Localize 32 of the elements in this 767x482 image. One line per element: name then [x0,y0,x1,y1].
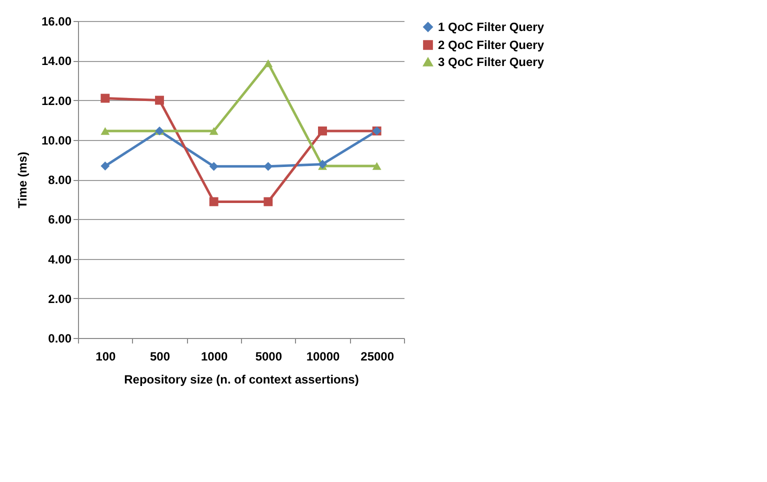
x-tick-label: 500 [150,350,170,364]
y-tick-label: 4.00 [48,252,72,266]
point [155,96,164,105]
point [100,127,110,135]
y-tick-label: 10.00 [41,133,72,148]
y-tick-label: 14.00 [41,54,72,68]
y-tick-label: 8.00 [48,173,72,187]
point [264,59,273,68]
y-tick-label: 2.00 [48,292,72,306]
x-tick-label: 5000 [255,350,282,364]
point [318,160,327,169]
y-tick-label: 16.00 [41,14,72,28]
point [100,94,110,103]
point [100,162,110,170]
point [209,127,218,135]
y-tick-label: 0.00 [48,332,72,346]
legend-label: 1 QoC Filter Query [438,20,544,34]
x-tick-label: 25000 [360,350,394,364]
point [209,162,218,171]
x-axis-title: Repository size (n. of context assertions) [124,372,359,386]
point [372,162,382,170]
point [209,197,218,206]
point [318,126,327,136]
legend-label: 2 QoC Filter Query [438,38,544,52]
legend-label: 3 QoC Filter Query [438,55,544,69]
x-tick-label: 100 [96,350,116,364]
y-tick-label: 6.00 [48,212,72,227]
point [264,197,273,206]
x-tick-label: 10000 [306,350,340,364]
y-tick-label: 12.00 [41,94,72,108]
x-tick-label: 1000 [200,350,228,364]
y-axis-title: Time (ms) [15,152,30,208]
